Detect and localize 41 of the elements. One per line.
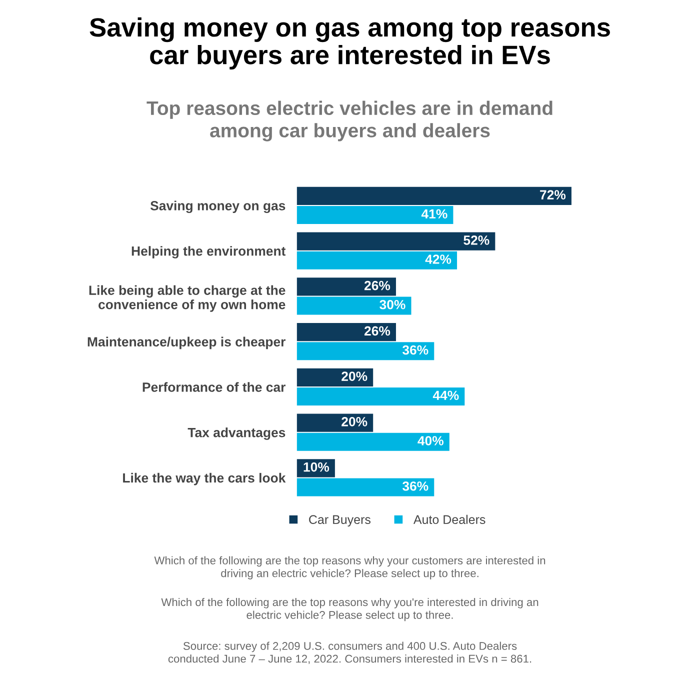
data-label: 72%: [540, 190, 566, 200]
legend-label: Car Buyers: [309, 515, 370, 526]
bar: [296, 278, 396, 296]
bar: [296, 478, 434, 496]
chart-title: Saving money on gas among top reasons car buyers are interested in EVs: [90, 17, 610, 70]
data-label: 20%: [342, 417, 368, 426]
bar: [296, 323, 396, 342]
bar: [296, 296, 412, 315]
data-label: 10%: [304, 462, 330, 472]
data-label: 42%: [425, 254, 452, 264]
bar: [296, 251, 458, 270]
bar: [296, 432, 450, 451]
data-label: 26%: [364, 280, 390, 290]
data-label: 26%: [364, 326, 390, 336]
text: Which of the following are the top reasons why your customers are interested in driving an electric vehicle? Please select up to three.: [154, 556, 546, 580]
legend-label: Auto Dealers: [413, 514, 486, 524]
data-label: 52%: [464, 236, 490, 245]
bar: [296, 387, 465, 406]
bar: [296, 414, 374, 432]
data-label: 36%: [402, 345, 428, 355]
y-tick-label: Helping the environment: [132, 246, 286, 258]
bar: [296, 368, 374, 386]
bar: [296, 206, 454, 224]
data-label: 44%: [432, 390, 459, 400]
y-tick-label: Like the way the cars look: [123, 472, 286, 486]
source-note: Source: survey of 2,209 U.S. consumers and 400 U.S. Auto Dealers conducted June 7 – June 12, 2022. Consumers interested in EVs n = 861.: [168, 642, 532, 664]
y-tick-label: Performance of the car: [142, 382, 286, 392]
data-label: 20%: [342, 372, 368, 381]
y-tick-label: Like being able to charge at the convenience of my own home: [89, 285, 286, 312]
data-label: 30%: [380, 300, 406, 310]
y-tick-label: Tax advantages: [188, 428, 286, 440]
y-tick-label: Maintenance/upkeep is cheaper: [88, 336, 286, 350]
bar: [296, 232, 496, 250]
text: Which of the following are the top reasons why you're interested in driving an electric vehicle? Please select up to three.: [161, 598, 538, 622]
bar: [296, 186, 572, 205]
y-tick-label: Saving money on gas: [150, 200, 286, 214]
data-label: 41%: [421, 209, 448, 219]
data-label: 36%: [402, 481, 428, 491]
data-label: 40%: [418, 436, 444, 446]
bar: [296, 342, 434, 360]
chart-subtitle: Top reasons electric vehicles are in demand among car buyers and dealers: [146, 100, 552, 142]
